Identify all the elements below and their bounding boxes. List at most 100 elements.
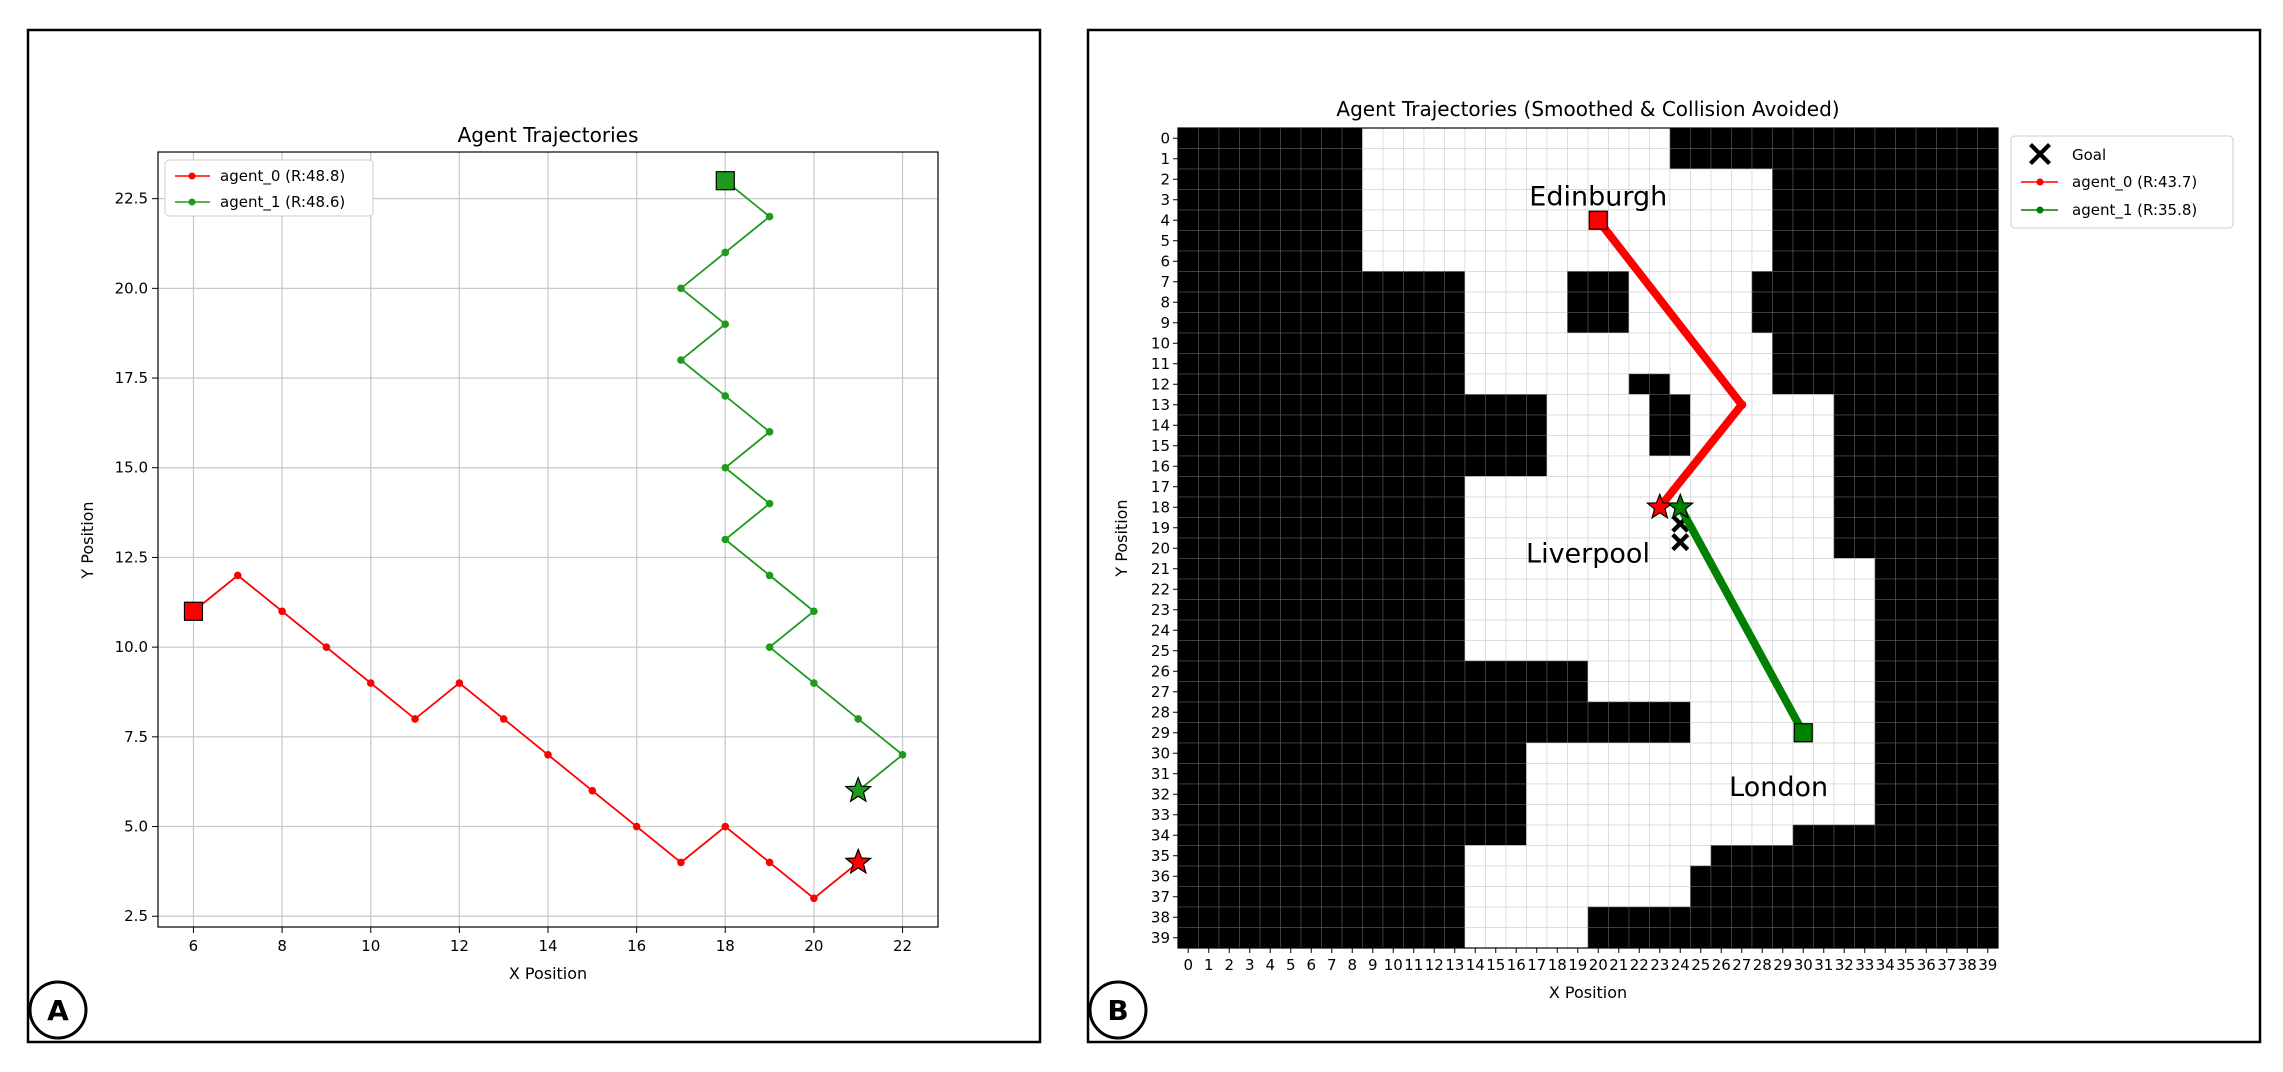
b-free-cell xyxy=(1505,578,1527,600)
b-free-cell xyxy=(1751,496,1773,518)
b-obstacle-cell xyxy=(1341,701,1363,723)
b-free-cell xyxy=(1731,250,1753,272)
a-end-star-marker xyxy=(844,847,873,875)
b-obstacle-cell xyxy=(1321,271,1343,293)
b-obstacle-cell xyxy=(1526,681,1548,703)
b-obstacle-cell xyxy=(1280,168,1302,190)
b-obstacle-cell xyxy=(1813,906,1835,928)
b-free-cell xyxy=(1649,763,1671,785)
b-obstacle-cell xyxy=(1382,394,1404,416)
b-free-cell xyxy=(1854,558,1876,580)
b-obstacle-cell xyxy=(1239,230,1261,252)
b-obstacle-cell xyxy=(1280,599,1302,621)
b-obstacle-cell xyxy=(1423,804,1445,826)
b-obstacle-cell xyxy=(1936,250,1958,272)
b-obstacle-cell xyxy=(1567,722,1589,744)
b-obstacle-cell xyxy=(1813,148,1835,170)
b-free-cell xyxy=(1792,681,1814,703)
b-free-cell xyxy=(1649,230,1671,252)
b-free-cell xyxy=(1464,127,1486,149)
b-obstacle-cell xyxy=(1239,250,1261,272)
b-free-cell xyxy=(1546,578,1568,600)
b-obstacle-cell xyxy=(1485,722,1507,744)
b-obstacle-cell xyxy=(1423,640,1445,662)
b-obstacle-cell xyxy=(1300,332,1322,354)
b-free-cell xyxy=(1505,927,1527,949)
b-obstacle-cell xyxy=(1403,435,1425,457)
b-obstacle-cell xyxy=(1259,414,1281,436)
b-free-cell xyxy=(1526,906,1548,928)
b-free-cell xyxy=(1608,865,1630,887)
b-free-cell xyxy=(1587,148,1609,170)
b-obstacle-cell xyxy=(1177,804,1199,826)
b-obstacle-cell xyxy=(1177,886,1199,908)
b-obstacle-cell xyxy=(1690,886,1712,908)
b-free-cell xyxy=(1710,189,1732,211)
b-obstacle-cell xyxy=(1895,865,1917,887)
b-obstacle-cell xyxy=(1956,681,1978,703)
b-obstacle-cell xyxy=(1239,865,1261,887)
b-obstacle-cell xyxy=(1239,496,1261,518)
b-obstacle-cell xyxy=(1854,845,1876,867)
b-free-cell xyxy=(1464,250,1486,272)
b-obstacle-cell xyxy=(1423,701,1445,723)
b-obstacle-cell xyxy=(1895,886,1917,908)
b-obstacle-cell xyxy=(1218,394,1240,416)
b-free-cell xyxy=(1403,189,1425,211)
b-obstacle-cell xyxy=(1874,127,1896,149)
a-x-tick-label: 6 xyxy=(189,937,199,955)
b-obstacle-cell xyxy=(1300,517,1322,539)
b-obstacle-cell xyxy=(1300,250,1322,272)
b-obstacle-cell xyxy=(1977,845,1999,867)
a-legend-agent0: agent_0 (R:48.8) xyxy=(220,167,345,186)
b-free-cell xyxy=(1813,619,1835,641)
b-obstacle-cell xyxy=(1444,845,1466,867)
b-free-cell xyxy=(1813,558,1835,580)
b-free-cell xyxy=(1792,455,1814,477)
b-free-cell xyxy=(1731,640,1753,662)
b-x-tick-label: 19 xyxy=(1568,956,1587,974)
b-obstacle-cell xyxy=(1321,660,1343,682)
b-free-cell xyxy=(1813,476,1835,498)
b-obstacle-cell xyxy=(1239,619,1261,641)
b-obstacle-cell xyxy=(1259,496,1281,518)
b-obstacle-cell xyxy=(1423,865,1445,887)
b-obstacle-cell xyxy=(1300,824,1322,846)
b-obstacle-cell xyxy=(1403,312,1425,334)
b-obstacle-cell xyxy=(1956,127,1978,149)
b-free-cell xyxy=(1813,660,1835,682)
b-obstacle-cell xyxy=(1198,209,1220,231)
b-free-cell xyxy=(1669,558,1691,580)
b-obstacle-cell xyxy=(1259,824,1281,846)
b-obstacle-cell xyxy=(1259,230,1281,252)
b-free-cell xyxy=(1608,209,1630,231)
b-free-cell xyxy=(1587,373,1609,395)
b-obstacle-cell xyxy=(1382,660,1404,682)
b-x-tick-label: 33 xyxy=(1855,956,1874,974)
b-obstacle-cell xyxy=(1362,455,1384,477)
b-free-cell xyxy=(1649,250,1671,272)
b-obstacle-cell xyxy=(1874,824,1896,846)
b-obstacle-cell xyxy=(1280,619,1302,641)
b-obstacle-cell xyxy=(1444,537,1466,559)
b-obstacle-cell xyxy=(1895,783,1917,805)
b-obstacle-cell xyxy=(1259,578,1281,600)
b-obstacle-cell xyxy=(1956,886,1978,908)
b-obstacle-cell xyxy=(1362,291,1384,313)
b-free-cell xyxy=(1464,373,1486,395)
b-obstacle-cell xyxy=(1792,271,1814,293)
b-obstacle-cell xyxy=(1198,414,1220,436)
b-free-cell xyxy=(1526,763,1548,785)
b-obstacle-cell xyxy=(1444,394,1466,416)
b-free-cell xyxy=(1567,865,1589,887)
b-obstacle-cell xyxy=(1751,148,1773,170)
b-obstacle-cell xyxy=(1198,455,1220,477)
b-obstacle-cell xyxy=(1403,332,1425,354)
b-obstacle-cell xyxy=(1895,332,1917,354)
b-obstacle-cell xyxy=(1874,804,1896,826)
b-free-cell xyxy=(1751,701,1773,723)
b-obstacle-cell xyxy=(1751,927,1773,949)
b-free-cell xyxy=(1505,189,1527,211)
b-obstacle-cell xyxy=(1239,783,1261,805)
b-obstacle-cell xyxy=(1977,681,1999,703)
